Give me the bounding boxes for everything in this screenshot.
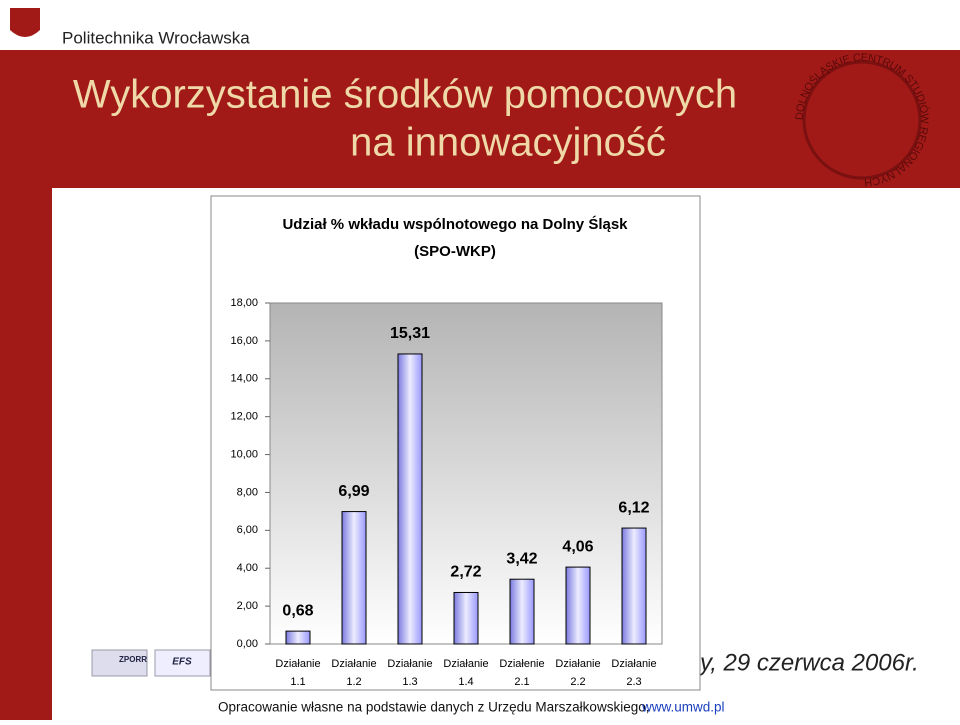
logo-label: ZPORR (119, 655, 147, 664)
y-tick-label: 8,00 (237, 486, 258, 498)
left-band (0, 188, 52, 720)
slide-title: na innowacyjność (350, 121, 666, 165)
y-tick-label: 6,00 (237, 524, 258, 536)
value-label: 6,99 (338, 483, 369, 500)
logo-box (91, 649, 148, 677)
bar (621, 527, 647, 645)
value-label: 3,42 (506, 550, 537, 567)
x-tick-label: Działanie 1.3 (387, 658, 432, 688)
y-tick-label: 2,00 (237, 600, 258, 612)
x-tick-label: Działanie 1.1 (275, 658, 320, 688)
x-tick-label: Działanie 2.3 (611, 658, 656, 688)
y-tick-label: 4,00 (237, 562, 258, 574)
x-tick-label: Działenie 2.1 (499, 658, 544, 688)
university-crest (10, 8, 40, 37)
value-label: 15,31 (390, 325, 430, 342)
bar (565, 566, 591, 645)
chart-title: (SPO-WKP) (414, 243, 496, 260)
logo-label: EFS (172, 657, 192, 668)
x-tick-label: Działanie 1.2 (331, 658, 376, 688)
plot-area (269, 302, 663, 645)
y-tick-label: 14,00 (230, 373, 258, 385)
value-label: 0,68 (282, 602, 313, 619)
value-label: 4,06 (562, 538, 593, 555)
value-label: 2,72 (450, 564, 481, 581)
bar (453, 591, 479, 645)
logo-ring (802, 60, 922, 180)
source-link[interactable]: www.umwd.pl (641, 700, 725, 715)
source-text: Opracowanie własne na podstawie danych z… (218, 700, 649, 715)
slide-title: Wykorzystanie środków pomocowych (73, 73, 737, 117)
logo-box (154, 649, 211, 677)
date-text: y, 29 czerwca 2006r. (698, 649, 919, 676)
x-tick-label: Działanie 2.2 (555, 658, 600, 688)
y-tick-label: 16,00 (230, 335, 258, 347)
bar (285, 630, 311, 645)
university-name: Politechnika Wrocławska (62, 28, 250, 47)
bar (397, 353, 423, 645)
chart: Udział % wkładu wspólnotowego na Dolny Ś… (210, 195, 701, 691)
y-tick-label: 12,00 (230, 411, 258, 423)
y-tick-label: 0,00 (237, 638, 258, 650)
chart-title: Udział % wkładu wspólnotowego na Dolny Ś… (282, 215, 628, 233)
y-tick-label: 18,00 (230, 297, 258, 309)
bar (341, 511, 367, 645)
value-label: 6,12 (618, 499, 649, 516)
y-tick-label: 10,00 (230, 448, 258, 460)
header-band (0, 50, 960, 188)
bar (509, 578, 535, 645)
x-tick-label: Działanie 1.4 (443, 658, 488, 688)
